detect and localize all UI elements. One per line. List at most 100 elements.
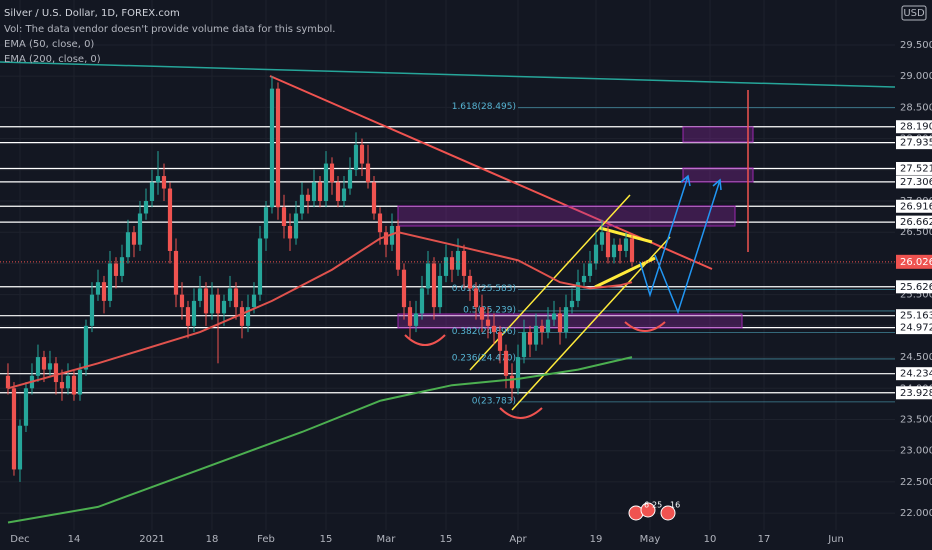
candle-body — [137, 213, 143, 245]
candle-body — [359, 144, 365, 164]
candle-body — [377, 213, 383, 233]
candle-body — [227, 288, 233, 301]
event-label: 25 — [652, 501, 662, 510]
candle-body — [239, 307, 245, 326]
candle-body — [185, 307, 191, 326]
fib-label: 1.618(28.495) — [452, 102, 516, 112]
candle-body — [131, 232, 137, 245]
candle-body — [41, 357, 47, 370]
level-label: 26.916 — [900, 201, 932, 212]
arrow-head — [712, 178, 722, 191]
x-tick-label: Jun — [827, 534, 844, 545]
candle-body — [491, 325, 497, 333]
candle-body — [419, 288, 425, 314]
candle-body — [233, 288, 239, 308]
fib-label: 0.5(25.239) — [463, 305, 516, 315]
candle-body — [281, 207, 287, 226]
y-tick-label: 26.500 — [900, 227, 932, 238]
candle-body — [629, 238, 635, 262]
candle-body — [191, 300, 197, 326]
candle-body — [113, 263, 119, 276]
candle-body — [221, 300, 227, 314]
candle-body — [521, 332, 527, 358]
candle-body — [65, 375, 71, 389]
candle-body — [599, 232, 605, 245]
channel-line — [469, 194, 631, 371]
x-tick-label: 18 — [206, 534, 219, 545]
candle-body — [383, 232, 389, 245]
candle-body — [317, 182, 323, 202]
candle-body — [545, 319, 551, 333]
x-tick-label: Dec — [10, 534, 29, 545]
candle-body — [503, 350, 509, 376]
level-tag — [896, 309, 932, 323]
x-tick-label: Apr — [509, 534, 527, 545]
level-tag — [896, 120, 932, 134]
last-price-label: 26.026 — [900, 257, 932, 268]
level-tag — [896, 199, 932, 213]
y-tick-label: 22.000 — [900, 508, 932, 519]
candle-body — [593, 244, 599, 264]
candle-body — [119, 257, 125, 276]
y-tick-label: 23.000 — [900, 446, 932, 457]
candle-body — [581, 275, 587, 283]
event-label: 6 — [644, 501, 649, 510]
candle-body — [275, 88, 281, 208]
channel-line — [511, 236, 671, 411]
candle-body — [437, 275, 443, 308]
level-label: 24.234 — [900, 369, 932, 380]
x-tick-label: Feb — [257, 534, 275, 545]
candle-body — [341, 188, 347, 202]
candle-body — [335, 182, 341, 202]
zone — [397, 313, 743, 329]
candle-body — [95, 282, 101, 295]
candle-body — [587, 263, 593, 276]
zone — [682, 167, 754, 183]
candle-body — [167, 188, 173, 251]
candle-body — [83, 325, 89, 370]
candle-body — [497, 332, 503, 351]
candle-body — [575, 282, 581, 301]
level-tag — [896, 367, 932, 381]
candle-body — [563, 307, 569, 333]
level-tag — [896, 175, 932, 189]
candle-body — [365, 163, 371, 183]
fib-label: 0.236(24.470) — [452, 353, 516, 363]
candle-body — [539, 325, 545, 333]
candle-body — [5, 375, 11, 389]
candle-body — [515, 357, 521, 389]
candle-body — [173, 250, 179, 295]
zone — [682, 126, 754, 143]
y-tick-label: 29.000 — [900, 71, 932, 82]
candle-body — [509, 375, 515, 389]
candle-body — [263, 207, 269, 239]
candle-body — [257, 238, 263, 295]
x-tick-label: 15 — [320, 534, 333, 545]
candle-body — [149, 182, 155, 202]
candle-body — [413, 313, 419, 326]
candle-body — [77, 369, 83, 395]
x-tick-label: Mar — [377, 534, 397, 545]
candle-body — [71, 375, 77, 395]
candle-body — [485, 319, 491, 326]
candle-body — [431, 263, 437, 308]
ema-line — [7, 356, 633, 524]
candle-body — [107, 263, 113, 301]
y-tick-label: 29.500 — [900, 40, 932, 51]
level-tag — [896, 321, 932, 335]
grid — [0, 0, 895, 530]
level-label: 25.163 — [900, 311, 932, 322]
level-tag — [896, 161, 932, 175]
level-label: 24.972 — [900, 323, 932, 334]
candle-body — [461, 250, 467, 276]
candle-body — [551, 313, 557, 320]
y-tick-label: 28.500 — [900, 102, 932, 113]
level-tag — [896, 215, 932, 229]
candle-body — [455, 250, 461, 270]
plot-area: 1.618(28.495) 0.618(25.583) 0.5(25.239) 0.3… — [0, 76, 895, 524]
candle-body — [23, 388, 29, 426]
ema-line — [7, 231, 633, 390]
x-tick-label: 19 — [590, 534, 603, 545]
event-label: 16 — [670, 501, 680, 510]
candle-body — [197, 288, 203, 301]
